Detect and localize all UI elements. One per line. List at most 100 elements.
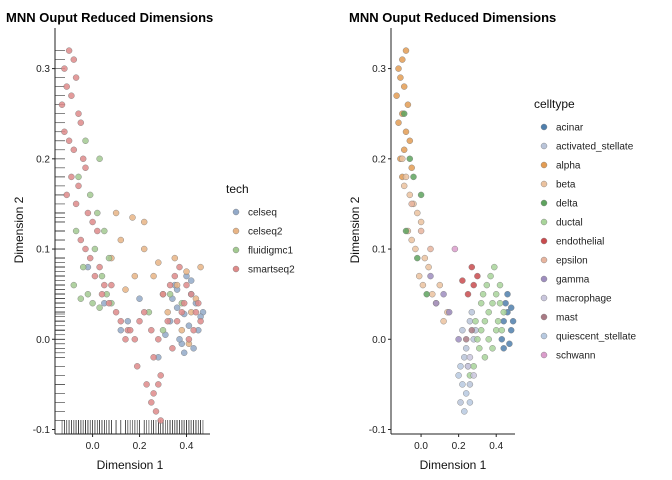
data-point-beta [412, 245, 419, 253]
data-point-ductal [485, 336, 492, 343]
data-point-smartseq2 [68, 173, 75, 181]
data-point-smartseq2 [176, 263, 183, 271]
data-point-gamma [440, 291, 447, 298]
data-point-celseq2 [178, 327, 186, 334]
data-point-smartseq2 [75, 110, 82, 117]
data-point-ductal [500, 309, 507, 316]
legend-key-mast [540, 313, 548, 321]
data-point-fluidigmc1 [91, 245, 99, 253]
data-point-smartseq2 [77, 119, 85, 126]
data-point-delta [414, 254, 421, 262]
data-point-gamma [432, 300, 440, 307]
data-point-fluidigmc1 [70, 281, 78, 289]
data-point-smartseq2 [105, 300, 113, 307]
data-point-endothelial [464, 291, 472, 298]
data-point-mast [463, 336, 470, 343]
data-point-beta [425, 263, 432, 271]
data-point-endothelial [470, 281, 477, 289]
rug-marks [55, 50, 204, 434]
legend-label: beta [556, 180, 576, 191]
data-point-alpha [406, 137, 413, 145]
x-tick-label: 0.2 [452, 441, 466, 452]
data-point-smartseq2 [150, 354, 157, 361]
y-tick-label: 0.0 [36, 335, 50, 346]
data-point-beta [414, 209, 421, 217]
data-point-alpha [408, 164, 415, 172]
data-point-fluidigmc1 [166, 291, 174, 298]
data-point-smartseq2 [89, 218, 96, 226]
data-point-endothelial [459, 277, 466, 284]
legend-label: celseq [248, 208, 277, 219]
data-point-activated_stellate [461, 354, 468, 361]
legend-key-alpha [540, 161, 548, 169]
data-point-smartseq2 [70, 56, 78, 63]
data-point-celseq2 [112, 209, 120, 217]
legend-key-schwann [540, 351, 548, 359]
y-tick-label: 0.2 [372, 154, 386, 165]
data-point-smartseq2 [91, 272, 99, 280]
panel-celltype: MNN Ouput Reduced Dimensions -0.1 0.0 0.1 0… [348, 10, 636, 472]
y-axis-title: Dimension 2 [348, 196, 362, 263]
data-point-ductal [489, 300, 496, 307]
data-point-fluidigmc1 [94, 209, 101, 217]
data-point-smartseq2 [65, 137, 73, 145]
data-point-fluidigmc1 [98, 272, 106, 280]
data-point-ductal [478, 300, 485, 307]
legend-key-acinar [540, 123, 548, 131]
data-point-ductal [479, 291, 487, 298]
legend-key-quiescent_stellate [540, 332, 548, 340]
x-tick-label: 0.2 [133, 441, 147, 452]
x-tick-label: 0.0 [414, 441, 428, 452]
legend-label: schwann [556, 351, 595, 362]
data-point-acinar [506, 340, 513, 347]
legend-key-epsilon [540, 256, 548, 264]
data-point-alpha [401, 146, 408, 154]
data-point-delta [410, 173, 417, 181]
data-point-fluidigmc1 [86, 191, 94, 199]
data-point-quiescent_stellate [455, 372, 462, 379]
data-point-beta [402, 173, 410, 181]
x-tick-label: 0.0 [86, 441, 100, 452]
legend-key-endothelial [540, 237, 548, 245]
data-point-alpha [397, 74, 404, 81]
data-point-celseq2 [183, 268, 190, 275]
data-point-smartseq2 [75, 182, 82, 190]
data-point-smartseq2 [84, 209, 92, 217]
y-axis-ticks: -0.1 0.0 0.1 0.2 0.3 [33, 64, 55, 436]
x-axis-title: Dimension 1 [97, 458, 164, 472]
legend-label: quiescent_stellate [556, 332, 636, 343]
data-point-ductal [496, 281, 504, 289]
data-point-smartseq2 [101, 281, 108, 289]
x-tick-label: 0.4 [489, 441, 503, 452]
data-point-smartseq2 [185, 336, 193, 343]
x-tick-label: 0.4 [180, 441, 194, 452]
data-point-beta [416, 272, 423, 280]
legend-title: tech [226, 182, 249, 196]
legend-key-celseq2 [232, 227, 240, 235]
data-point-smartseq2 [148, 327, 155, 334]
data-point-smartseq2 [159, 291, 167, 298]
data-point-alpha [399, 56, 406, 63]
data-point-celseq2 [150, 272, 157, 280]
data-point-beta [417, 218, 425, 226]
data-point-alpha [393, 92, 400, 99]
data-point-smartseq2 [112, 309, 120, 316]
data-point-smartseq2 [143, 381, 150, 388]
data-point-celseq2 [155, 259, 162, 266]
data-point-beta [419, 281, 427, 289]
data-point-smartseq2 [166, 281, 174, 289]
data-point-smartseq2 [171, 272, 179, 280]
data-point-beta [406, 191, 413, 199]
data-point-celseq2 [140, 245, 148, 253]
data-point-alpha [395, 119, 402, 126]
data-point-quiescent_stellate [466, 399, 474, 406]
scatter-points [58, 47, 207, 424]
data-point-fluidigmc1 [89, 300, 96, 307]
data-point-fluidigmc1 [105, 254, 113, 262]
data-point-fluidigmc1 [84, 291, 92, 298]
data-point-ductal [481, 318, 489, 325]
data-point-smartseq2 [65, 47, 73, 54]
data-point-smartseq2 [79, 155, 87, 163]
y-tick-label: 0.3 [372, 64, 386, 75]
data-point-celseq [173, 304, 181, 311]
